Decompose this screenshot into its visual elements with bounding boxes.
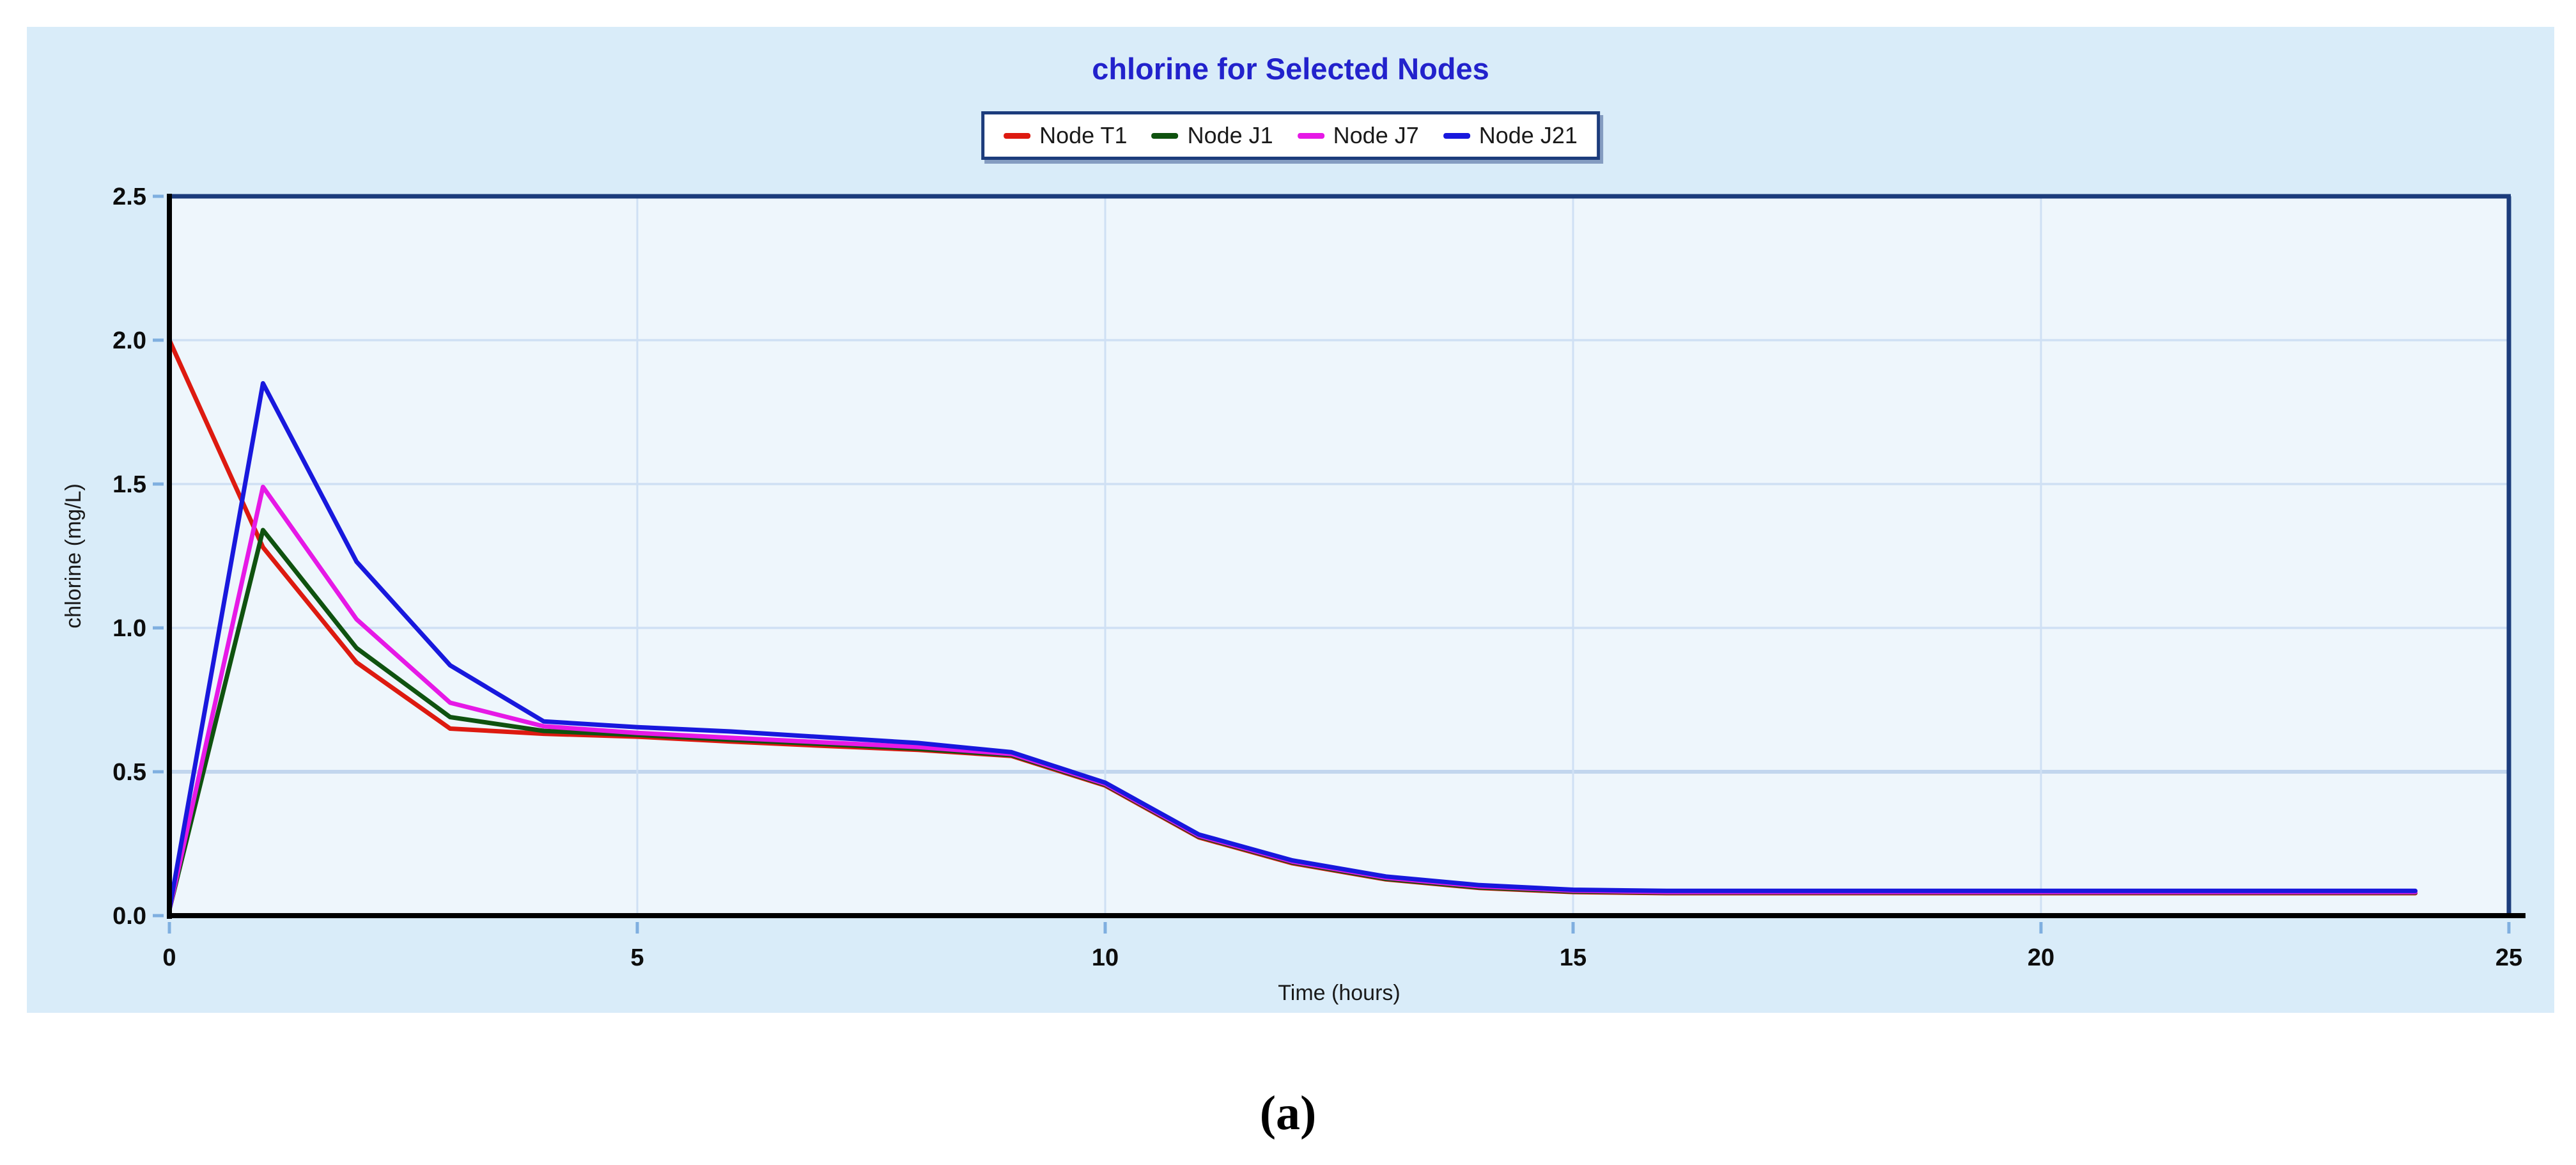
line-chart: 0.0 0.5 1.0 1.5 2.0 2.5 0 5 10 15 20 25 Time (hours)… [61,184,2526,1005]
series-node-j21 [167,381,2418,912]
legend-swatch-node-j7-icon [1297,132,1324,139]
legend-item-node-j21: Node J21 [1443,124,1578,147]
legend-label-node-t1: Node T1 [1039,122,1128,148]
legend-label-node-j21: Node J21 [1478,122,1578,148]
figure-caption: (a) [1259,1086,1317,1140]
x-tick-label: 15 [1560,944,1587,971]
y-tick-label: 2.5 [113,184,146,210]
x-tick-label: 5 [630,944,644,971]
x-tick-label: 20 [2028,944,2054,971]
legend-item-node-j7: Node J7 [1297,122,1419,148]
chart-panel: 0.0 0.5 1.0 1.5 2.0 2.5 0 5 10 15 20 25 Time (hours)… [27,27,2554,1013]
y-tick-label: 1.5 [113,471,146,498]
plot-background [169,196,2509,916]
y-tick-label: 0.5 [113,759,146,786]
legend-swatch-node-j21-icon [1443,132,1470,139]
legend-swatch-node-j1-icon [1151,132,1179,139]
x-tick-label: 25 [2495,944,2522,971]
legend-item-node-j1: Node J1 [1151,122,1273,148]
legend-swatch-node-t1-icon [1004,132,1031,139]
y-tick-label: 1.0 [113,615,146,642]
legend-item-node-t1: Node T1 [1004,122,1128,148]
chart-title: chlorine for Selected Nodes [1092,52,1489,86]
x-tick-label: 0 [162,944,176,971]
legend-label-node-j7: Node J7 [1333,122,1419,148]
legend: Node T1 Node J1 Node J7 Node J21 [981,111,1600,160]
x-axis-title: Time (hours) [1278,981,1400,1005]
y-tick-label: 0.0 [113,903,146,930]
y-axis-title: chlorine (mg/L) [61,483,86,629]
y-tick-label: 2.0 [113,327,146,354]
x-tick-label: 10 [1092,944,1119,971]
legend-label-node-j1: Node J1 [1187,122,1273,148]
